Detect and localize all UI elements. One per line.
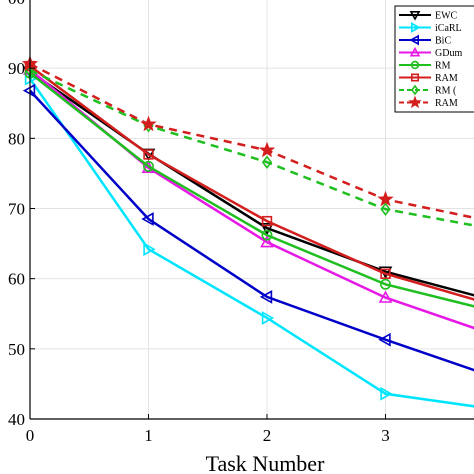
legend-entry: GDum — [399, 46, 462, 59]
series-2 — [22, 83, 474, 372]
legend-label: RAM — [435, 73, 458, 84]
legend-label: BiC — [435, 36, 451, 47]
legend-label: iCaRL — [435, 23, 462, 34]
legend-entry: RAM — [399, 73, 458, 84]
data-point — [260, 222, 274, 236]
y-tick-label: 90 — [8, 59, 25, 78]
legend-entry: EWC — [399, 11, 458, 22]
y-tick-label: 00 — [8, 0, 25, 8]
legend-entry: RM — [399, 61, 451, 72]
legend-marker — [410, 73, 419, 82]
legend-label: RM — [435, 61, 451, 72]
data-point — [380, 268, 391, 279]
data-point — [261, 311, 275, 325]
data-point — [143, 160, 154, 172]
legend-marker — [408, 95, 422, 109]
y-tick-label: 80 — [8, 129, 25, 148]
y-tick-label: 40 — [8, 410, 25, 429]
legend-entry: RAM — [399, 95, 458, 109]
legend-box — [394, 5, 474, 113]
legend-entry: BiC — [399, 34, 451, 47]
series-line — [29, 69, 474, 227]
data-point — [141, 212, 154, 226]
legend-marker — [411, 84, 419, 96]
data-point — [378, 332, 391, 347]
y-tick-label: 70 — [8, 200, 25, 219]
legend-label: EWC — [435, 11, 458, 22]
data-point — [261, 215, 273, 227]
data-point — [261, 229, 273, 241]
data-point — [259, 290, 273, 304]
series-line — [29, 89, 474, 372]
legend-marker — [409, 11, 421, 21]
x-tick-label: 0 — [26, 426, 35, 445]
legend-marker — [409, 46, 421, 57]
data-point — [380, 202, 391, 217]
data-point — [143, 149, 154, 160]
legend-marker — [410, 22, 421, 33]
axes: 405060708090000123 — [8, 0, 474, 445]
data-point — [378, 290, 393, 303]
data-point — [143, 242, 156, 257]
data-point — [380, 386, 393, 401]
x-tick-label: 1 — [144, 426, 153, 445]
series-line — [29, 72, 474, 308]
data-point — [140, 115, 157, 132]
data-point — [260, 235, 274, 248]
legend-marker — [409, 34, 420, 46]
y-tick-label: 60 — [8, 270, 25, 289]
series-1 — [24, 71, 474, 408]
legend-marker — [410, 60, 420, 70]
y-tick-label: 50 — [8, 340, 25, 359]
series-line — [29, 65, 474, 301]
data-point — [377, 190, 394, 207]
legend-label: RM ( — [435, 86, 457, 97]
series-lines — [21, 55, 474, 408]
series-line — [28, 77, 474, 408]
data-point — [258, 141, 276, 158]
legend-label: RAM — [435, 98, 458, 109]
x-tick-label: 2 — [263, 426, 272, 445]
data-point — [380, 278, 391, 290]
x-axis-title: Task Number — [206, 451, 325, 474]
legend-label: GDum — [435, 48, 462, 59]
legend-entry: iCaRL — [399, 22, 462, 34]
legend-entry: RM ( — [399, 84, 457, 97]
data-point — [261, 155, 273, 170]
x-tick-label: 3 — [381, 426, 390, 445]
